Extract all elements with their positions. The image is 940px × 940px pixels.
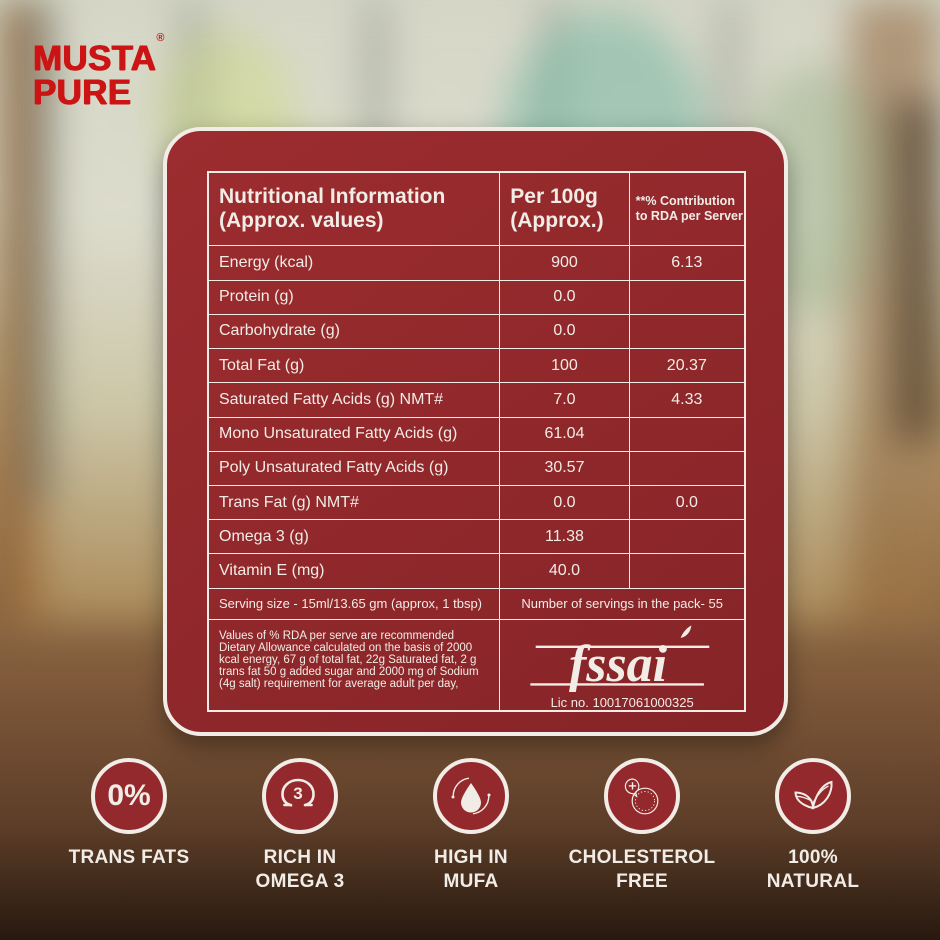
svg-text:3: 3 xyxy=(293,784,302,803)
svg-text:fssai: fssai xyxy=(569,636,668,693)
